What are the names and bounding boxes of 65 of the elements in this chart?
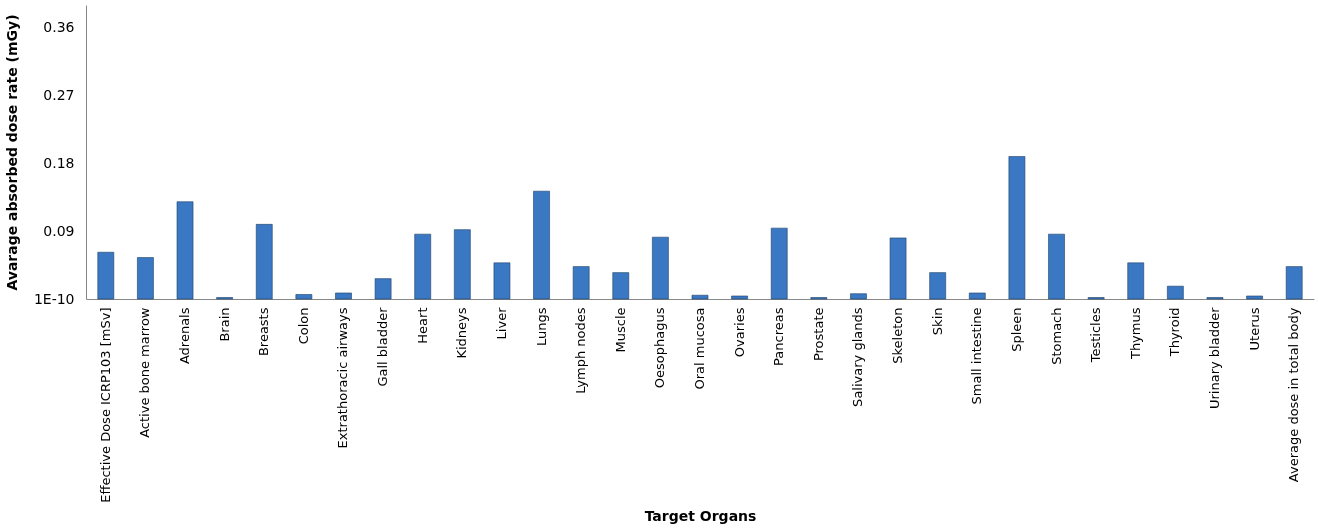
x-tick-label: Salivary glands <box>850 307 866 407</box>
x-tick-label: Pancreas <box>771 307 787 366</box>
bar <box>374 278 392 300</box>
x-tick-label: Spleen <box>1008 307 1024 352</box>
x-tick-label: Uterus <box>1246 307 1262 351</box>
x-tick-label: Testicles <box>1088 307 1104 364</box>
x-tick-label: Skeleton <box>890 307 906 364</box>
x-tick-label: Prostate <box>810 307 826 362</box>
x-tick-label: Stomach <box>1048 307 1064 365</box>
bar <box>612 272 630 300</box>
y-tick-label: 0.27 <box>43 86 75 103</box>
y-tick-label: 0.36 <box>43 19 75 36</box>
x-tick-label: Kidneys <box>454 307 470 359</box>
x-tick-label: Thymus <box>1127 307 1143 361</box>
y-axis-title: Avarage absorbed dose rate (mGy) <box>3 14 20 291</box>
x-tick-label: Gall bladder <box>375 306 391 387</box>
bar <box>1285 266 1303 300</box>
x-tick-label: Muscle <box>612 307 628 353</box>
x-tick-label: Brain <box>216 307 232 342</box>
bar <box>255 224 273 300</box>
bar <box>850 293 867 300</box>
x-tick-label: Colon <box>295 307 311 345</box>
x-tick-label: Skin <box>929 307 945 336</box>
bar <box>335 292 352 300</box>
bar <box>1008 156 1026 300</box>
y-tick-label: 0.18 <box>43 154 75 171</box>
x-tick-label: Small intestine <box>969 307 985 405</box>
x-axis-title: Target Organs <box>644 507 757 524</box>
x-tick-label: Heart <box>414 307 430 344</box>
bar <box>533 190 550 300</box>
bar <box>691 294 709 300</box>
x-tick-label: Thyroid <box>1167 307 1183 358</box>
bar <box>770 227 788 300</box>
bar <box>731 295 748 300</box>
bar <box>1167 285 1184 300</box>
bar <box>493 262 511 300</box>
x-tick-label: Adrenals <box>177 307 193 365</box>
x-tick-label: Active bone marrow <box>137 307 153 438</box>
x-tick-label: Average dose in total body <box>1286 307 1302 483</box>
bar <box>454 229 471 300</box>
bar <box>1048 233 1065 300</box>
y-tick-label: 1E-10 <box>33 290 75 307</box>
bar <box>889 237 907 300</box>
bar <box>137 257 154 300</box>
x-tick-label: Urinary bladder <box>1206 306 1222 410</box>
bar <box>1246 295 1263 300</box>
x-tick-label: Oral mucosa <box>692 307 707 390</box>
x-tick-label: Effective Dose ICRP103 [mSv] <box>97 307 113 503</box>
bar <box>652 236 669 300</box>
x-tick-label: Breasts <box>256 307 272 357</box>
y-tick-label: 0.09 <box>43 222 75 239</box>
bar <box>968 292 986 300</box>
bar <box>176 201 194 300</box>
x-tick-label: Oesophagus <box>652 307 668 389</box>
x-tick-label: Ovaries <box>731 307 747 358</box>
bar <box>572 266 590 300</box>
x-tick-label: Liver <box>493 306 509 340</box>
bar <box>929 272 946 300</box>
bar <box>295 294 313 300</box>
x-tick-label: Lungs <box>533 307 549 347</box>
bar <box>97 251 115 300</box>
bar <box>1127 262 1145 300</box>
x-tick-label: Extrathoracic airways <box>335 307 351 449</box>
x-tick-label: Lymph nodes <box>573 307 589 394</box>
bar <box>414 233 432 300</box>
